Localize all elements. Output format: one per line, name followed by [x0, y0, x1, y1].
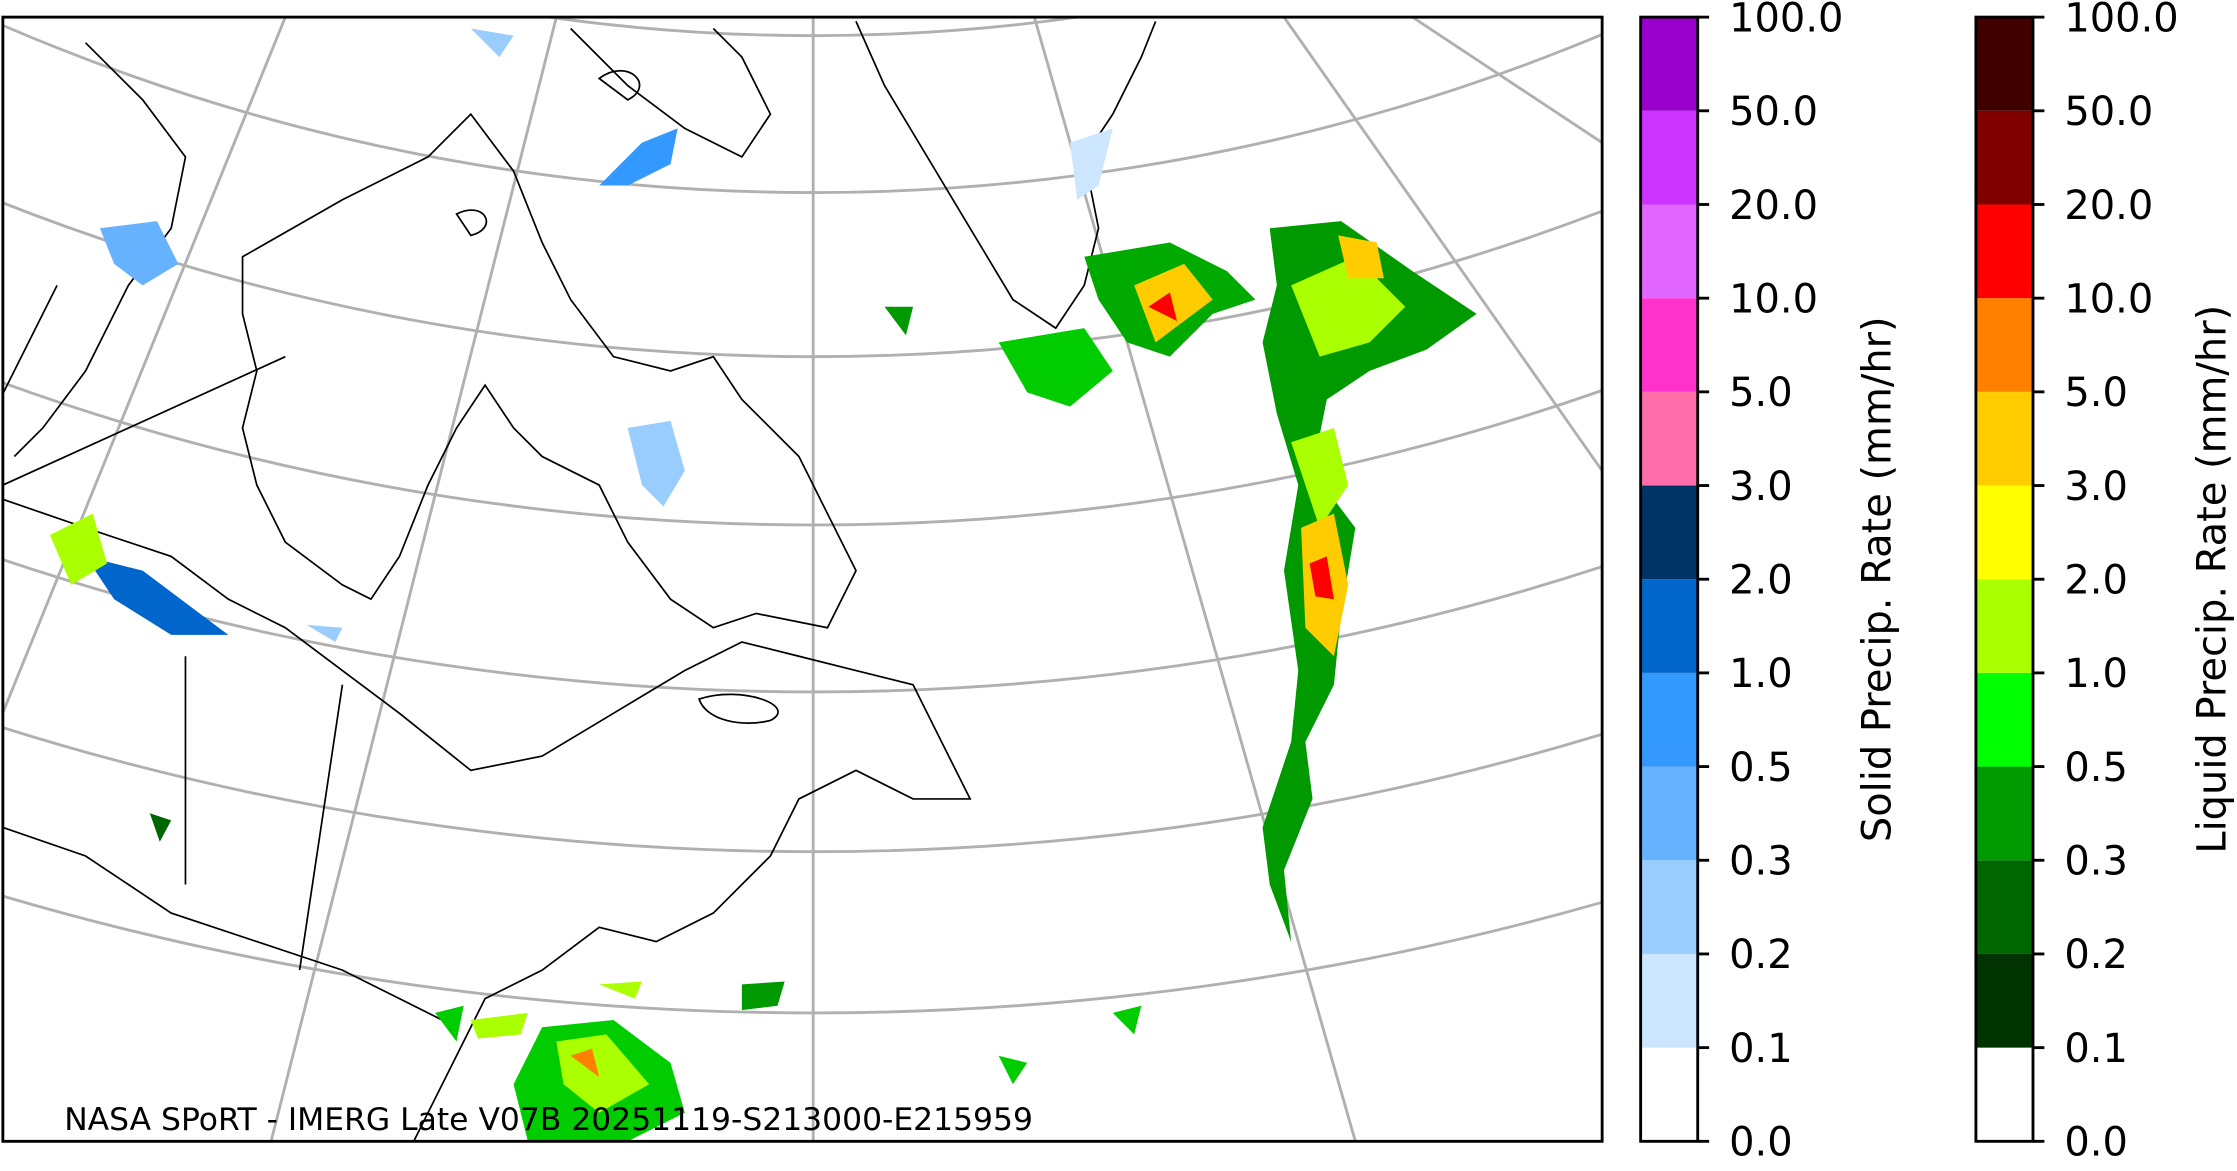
color-segment	[1640, 391, 1698, 486]
colorbar-label: Solid Precip. Rate (mm/hr)	[1854, 316, 1900, 842]
color-segment	[1975, 204, 2033, 299]
tick-label: 1.0	[1729, 651, 1793, 697]
precip-rain	[49, 221, 1477, 1142]
color-segment	[1975, 672, 2033, 767]
tick-label: 3.0	[1729, 464, 1793, 510]
color-segment	[1640, 17, 1698, 111]
color-segment	[1975, 1047, 2033, 1142]
color-segment	[1640, 204, 1698, 299]
color-segment	[1640, 110, 1698, 205]
tick-label: 0.0	[2064, 1120, 2128, 1166]
color-segment	[1975, 485, 2033, 580]
tick-label: 0.0	[1729, 1120, 1793, 1166]
color-segment	[1975, 298, 2033, 392]
color-segment	[1640, 672, 1698, 767]
tick-label: 0.5	[1729, 745, 1793, 791]
color-segment	[1640, 485, 1698, 580]
tick-label: 0.2	[2064, 932, 2128, 978]
tick-label: 20.0	[1729, 183, 1818, 229]
tick-label: 0.1	[1729, 1026, 1793, 1072]
color-segment	[1640, 1047, 1698, 1142]
tick-label: 50.0	[1729, 89, 1818, 135]
tick-label: 5.0	[1729, 370, 1793, 416]
tick-label: 3.0	[2064, 464, 2128, 510]
tick-label: 10.0	[1729, 276, 1818, 322]
tick-label: 2.0	[2064, 557, 2128, 603]
color-segment	[1640, 953, 1698, 1048]
tick-label: 0.3	[1729, 839, 1793, 885]
tick-label: 0.2	[1729, 932, 1793, 978]
color-segment	[1640, 298, 1698, 392]
colorbars: 0.0 0.1 0.2 0.3 0.5 1.0 2.0 3.0 5.0 10.0 20.0 50.0 1…	[1639, 0, 2236, 1166]
graticule	[2, 17, 1603, 1142]
tick-label: 0.5	[2064, 745, 2128, 791]
color-segment	[1975, 391, 2033, 486]
tick-label: 10.0	[2064, 276, 2153, 322]
color-segment	[1975, 953, 2033, 1048]
map-frame	[1, 15, 1604, 1143]
color-segment	[1975, 766, 2033, 861]
precip-snow	[85, 28, 1113, 642]
tick-label: 0.1	[2064, 1026, 2128, 1072]
tick-label: 2.0	[1729, 557, 1793, 603]
tick-label: 100.0	[2064, 0, 2178, 41]
tick-label: 50.0	[2064, 89, 2153, 135]
credit: NASA SPoRT - IMERG Late V07B 20251119-S2…	[64, 1102, 1033, 1138]
tick-label: 100.0	[1729, 0, 1843, 41]
color-segment	[1640, 579, 1698, 673]
tick-label: 5.0	[2064, 370, 2128, 416]
color-segment	[1975, 17, 2033, 111]
colorbar-label: Liquid Precip. Rate (mm/hr)	[2190, 305, 2236, 854]
color-segment	[1975, 110, 2033, 205]
color-segment	[1975, 860, 2033, 954]
color-segment	[1640, 766, 1698, 861]
map: NASA SPoRT - IMERG Late V07B 20251119-S2…	[2, 17, 1603, 1142]
color-segment	[1640, 860, 1698, 954]
tick-label: 20.0	[2064, 183, 2153, 229]
tick-label: 1.0	[2064, 651, 2128, 697]
color-segment	[1975, 579, 2033, 673]
tick-label: 0.3	[2064, 839, 2128, 885]
